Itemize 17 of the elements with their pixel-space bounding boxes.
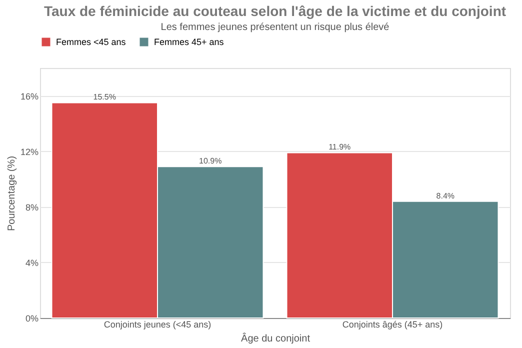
data-label: 15.5% — [93, 92, 116, 102]
data-label: 10.9% — [199, 156, 222, 166]
x-axis-title: Âge du conjoint — [241, 332, 310, 344]
legend-label: Femmes 45+ ans — [154, 37, 224, 47]
y-tick-label: 8% — [25, 202, 38, 212]
y-tick-label: 0% — [25, 314, 38, 324]
y-axis-title: Pourcentage (%) — [6, 156, 18, 232]
x-tick-label: Conjoints âgés (45+ ans) — [342, 320, 443, 330]
chart-subtitle: Les femmes jeunes présentent un risque plus élevé — [160, 22, 390, 33]
x-tick-label: Conjoints jeunes (<45 ans) — [104, 320, 212, 330]
chart-title: Taux de féminicide au couteau selon l'âge de la victime et du conjoint — [44, 3, 506, 19]
y-tick-label: 12% — [20, 146, 38, 157]
y-tick-label: 16% — [20, 91, 38, 102]
data-label: 8.4% — [436, 191, 454, 200]
legend-label: Femmes <45 ans — [56, 37, 126, 47]
y-tick-label: 4% — [25, 258, 38, 268]
data-label: 11.9% — [328, 142, 351, 152]
